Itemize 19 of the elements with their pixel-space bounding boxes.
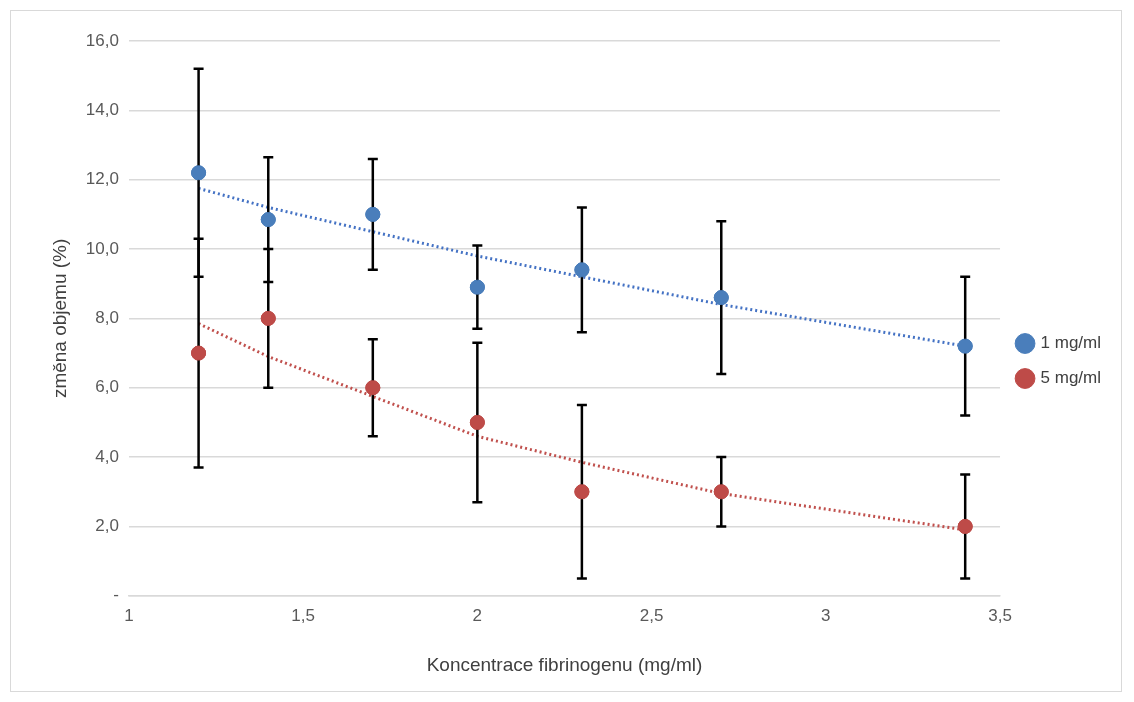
- legend-label: 5 mg/ml: [1040, 368, 1102, 388]
- x-axis-title: Koncentrace fibrinogenu (mg/ml): [426, 653, 703, 675]
- y-tick-label: 12,0: [85, 169, 119, 189]
- x-tick-label: 2,5: [639, 605, 664, 625]
- x-tick-label: 2: [472, 605, 483, 625]
- x-tick-label: 1,5: [291, 605, 315, 625]
- y-tick-label: 6,0: [95, 377, 119, 397]
- y-tick-label: -: [113, 585, 119, 605]
- x-tick-label: 3: [821, 605, 831, 625]
- x-tick-label: 1: [124, 605, 134, 625]
- y-tick-label: 10,0: [85, 238, 119, 258]
- y-tick-label: 8,0: [95, 308, 119, 328]
- y-tick-label: 14,0: [85, 100, 119, 120]
- y-tick-label: 16,0: [85, 30, 119, 50]
- y-tick-label: 4,0: [95, 446, 119, 466]
- x-tick-label: 3,5: [988, 605, 1012, 625]
- legend-label: 1 mg/ml: [1040, 333, 1102, 353]
- y-tick-label: 2,0: [95, 516, 119, 536]
- y-axis-title: změna objemu (%): [48, 238, 70, 399]
